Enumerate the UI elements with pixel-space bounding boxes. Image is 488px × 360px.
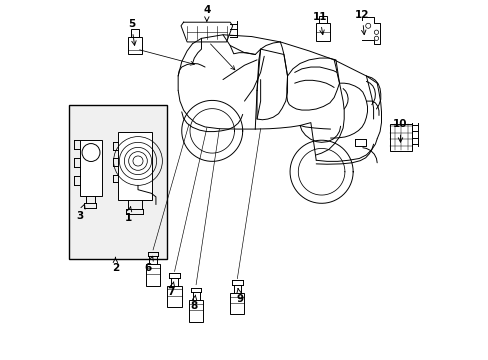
Polygon shape [361,17,379,44]
Bar [145,264,160,286]
Text: 1: 1 [124,207,131,222]
Bar [389,124,411,150]
Text: 7: 7 [167,282,174,297]
Text: 4: 4 [203,5,210,21]
Bar [230,293,244,315]
Bar [69,105,167,259]
Bar [128,37,142,54]
Bar [316,23,329,41]
Text: 6: 6 [144,256,153,273]
Text: 8: 8 [189,295,197,311]
Text: 10: 10 [392,120,407,142]
Text: 5: 5 [128,19,136,45]
Text: 12: 12 [354,10,368,35]
Bar [80,140,102,195]
Bar [118,132,152,201]
Text: 3: 3 [77,204,85,221]
Text: 11: 11 [312,12,326,35]
Bar [167,286,182,307]
Bar [131,30,139,37]
Text: 2: 2 [112,257,119,273]
Bar [319,16,326,23]
Text: 9: 9 [236,288,243,304]
Polygon shape [181,22,232,42]
Bar [188,300,203,321]
